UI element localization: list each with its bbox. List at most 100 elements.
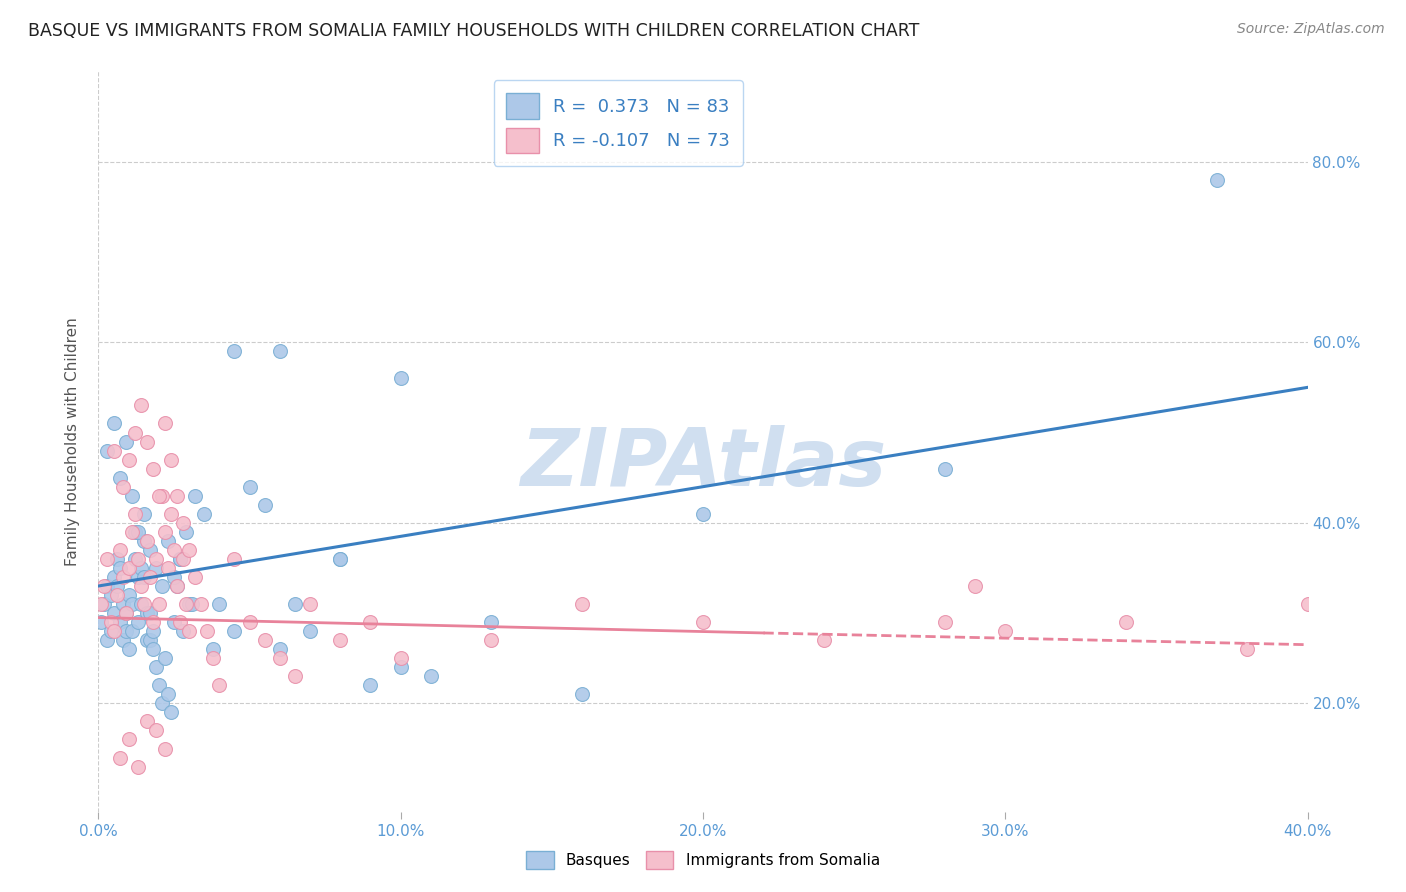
Point bbox=[132, 570, 155, 584]
Point bbox=[135, 434, 157, 449]
Point bbox=[129, 579, 152, 593]
Point bbox=[121, 524, 143, 539]
Point bbox=[156, 561, 179, 575]
Point bbox=[284, 669, 307, 683]
Y-axis label: Family Households with Children: Family Households with Children bbox=[65, 318, 80, 566]
Point bbox=[153, 741, 176, 756]
Point bbox=[174, 597, 197, 611]
Point bbox=[172, 516, 194, 530]
Point bbox=[108, 561, 131, 575]
Point bbox=[103, 570, 125, 584]
Point bbox=[934, 615, 956, 629]
Point bbox=[124, 552, 146, 566]
Point bbox=[184, 489, 207, 503]
Point bbox=[145, 723, 167, 738]
Point bbox=[108, 615, 131, 629]
Point bbox=[284, 597, 307, 611]
Point bbox=[96, 579, 118, 593]
Point bbox=[253, 498, 276, 512]
Point bbox=[269, 651, 291, 665]
Point bbox=[100, 615, 122, 629]
Point bbox=[111, 480, 134, 494]
Point bbox=[481, 633, 503, 648]
Point bbox=[135, 533, 157, 548]
Point bbox=[108, 750, 131, 764]
Point bbox=[127, 759, 149, 773]
Point bbox=[239, 615, 262, 629]
Point bbox=[135, 606, 157, 620]
Point bbox=[108, 470, 131, 484]
Point bbox=[1296, 597, 1319, 611]
Point bbox=[253, 633, 276, 648]
Point bbox=[114, 434, 136, 449]
Point bbox=[239, 480, 262, 494]
Point bbox=[153, 651, 176, 665]
Point bbox=[124, 425, 146, 440]
Point bbox=[148, 678, 170, 692]
Point bbox=[142, 642, 165, 657]
Point bbox=[360, 615, 382, 629]
Point bbox=[169, 552, 191, 566]
Point bbox=[329, 633, 352, 648]
Text: ZIPAtlas: ZIPAtlas bbox=[520, 425, 886, 503]
Point bbox=[127, 615, 149, 629]
Point bbox=[224, 344, 246, 359]
Point bbox=[105, 588, 128, 602]
Point bbox=[132, 507, 155, 521]
Point bbox=[111, 570, 134, 584]
Point bbox=[1236, 642, 1258, 657]
Point bbox=[150, 697, 173, 711]
Point bbox=[420, 669, 443, 683]
Point bbox=[132, 597, 155, 611]
Point bbox=[139, 542, 162, 557]
Point bbox=[121, 489, 143, 503]
Point bbox=[135, 714, 157, 729]
Point bbox=[111, 633, 134, 648]
Point bbox=[124, 507, 146, 521]
Point bbox=[174, 524, 197, 539]
Point bbox=[118, 561, 141, 575]
Point bbox=[127, 524, 149, 539]
Point bbox=[124, 524, 146, 539]
Point bbox=[179, 597, 201, 611]
Point bbox=[105, 552, 128, 566]
Point bbox=[160, 706, 183, 720]
Text: Source: ZipAtlas.com: Source: ZipAtlas.com bbox=[1237, 22, 1385, 37]
Point bbox=[299, 597, 322, 611]
Point bbox=[166, 489, 188, 503]
Point bbox=[163, 615, 186, 629]
Point bbox=[813, 633, 835, 648]
Point bbox=[1115, 615, 1137, 629]
Point bbox=[135, 633, 157, 648]
Point bbox=[163, 570, 186, 584]
Point bbox=[142, 624, 165, 639]
Point bbox=[269, 344, 291, 359]
Point bbox=[208, 597, 231, 611]
Point bbox=[150, 489, 173, 503]
Point bbox=[360, 678, 382, 692]
Point bbox=[389, 651, 412, 665]
Point bbox=[571, 687, 593, 701]
Point bbox=[145, 552, 167, 566]
Point bbox=[121, 624, 143, 639]
Point bbox=[93, 579, 115, 593]
Point bbox=[202, 651, 225, 665]
Point bbox=[111, 597, 134, 611]
Point bbox=[169, 615, 191, 629]
Point bbox=[179, 624, 201, 639]
Point bbox=[202, 642, 225, 657]
Legend: R =  0.373   N = 83, R = -0.107   N = 73: R = 0.373 N = 83, R = -0.107 N = 73 bbox=[494, 80, 742, 166]
Point bbox=[108, 542, 131, 557]
Point bbox=[692, 615, 714, 629]
Point bbox=[163, 542, 186, 557]
Point bbox=[481, 615, 503, 629]
Point bbox=[118, 588, 141, 602]
Point bbox=[148, 489, 170, 503]
Point bbox=[150, 579, 173, 593]
Point bbox=[329, 552, 352, 566]
Point bbox=[100, 588, 122, 602]
Point bbox=[172, 552, 194, 566]
Point bbox=[142, 461, 165, 475]
Point bbox=[224, 552, 246, 566]
Point bbox=[145, 561, 167, 575]
